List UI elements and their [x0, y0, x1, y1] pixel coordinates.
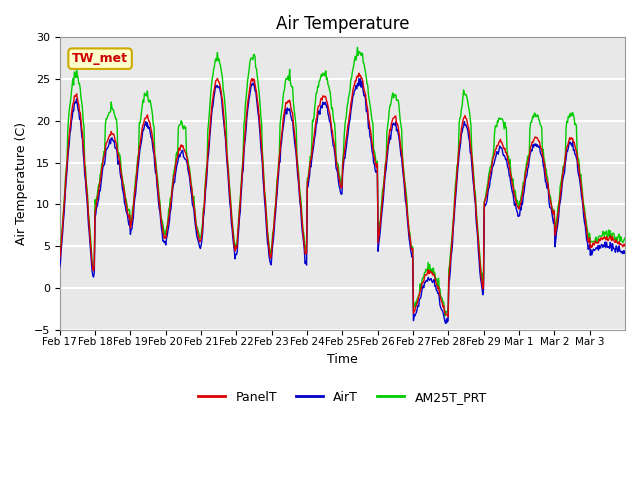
AM25T_PRT: [401, 183, 409, 189]
AM25T_PRT: [433, 278, 441, 284]
AirT: [401, 198, 409, 204]
PanelT: [56, 256, 63, 262]
AirT: [122, 208, 130, 214]
AirT: [621, 248, 629, 254]
AM25T_PRT: [226, 188, 234, 193]
AirT: [56, 264, 63, 270]
PanelT: [275, 155, 283, 160]
PanelT: [621, 243, 629, 249]
AM25T_PRT: [56, 253, 63, 259]
Line: AM25T_PRT: AM25T_PRT: [60, 48, 625, 316]
AM25T_PRT: [275, 153, 283, 158]
AM25T_PRT: [621, 235, 629, 241]
AirT: [433, 288, 441, 293]
PanelT: [433, 283, 441, 288]
PanelT: [444, 314, 452, 320]
AM25T_PRT: [254, 78, 262, 84]
Y-axis label: Air Temperature (C): Air Temperature (C): [15, 122, 28, 245]
Title: Air Temperature: Air Temperature: [276, 15, 409, 33]
PanelT: [401, 189, 409, 195]
AM25T_PRT: [122, 196, 130, 202]
AirT: [442, 321, 450, 326]
X-axis label: Time: Time: [327, 353, 358, 366]
AirT: [275, 159, 283, 165]
Line: AirT: AirT: [60, 79, 625, 324]
AirT: [355, 76, 363, 82]
PanelT: [355, 71, 363, 76]
Line: PanelT: PanelT: [60, 73, 625, 317]
PanelT: [226, 193, 234, 199]
PanelT: [254, 101, 262, 107]
PanelT: [122, 201, 130, 206]
AirT: [226, 201, 234, 207]
Legend: PanelT, AirT, AM25T_PRT: PanelT, AirT, AM25T_PRT: [193, 385, 492, 408]
AM25T_PRT: [442, 313, 449, 319]
Text: TW_met: TW_met: [72, 52, 128, 65]
AM25T_PRT: [353, 45, 361, 50]
AirT: [254, 109, 262, 115]
